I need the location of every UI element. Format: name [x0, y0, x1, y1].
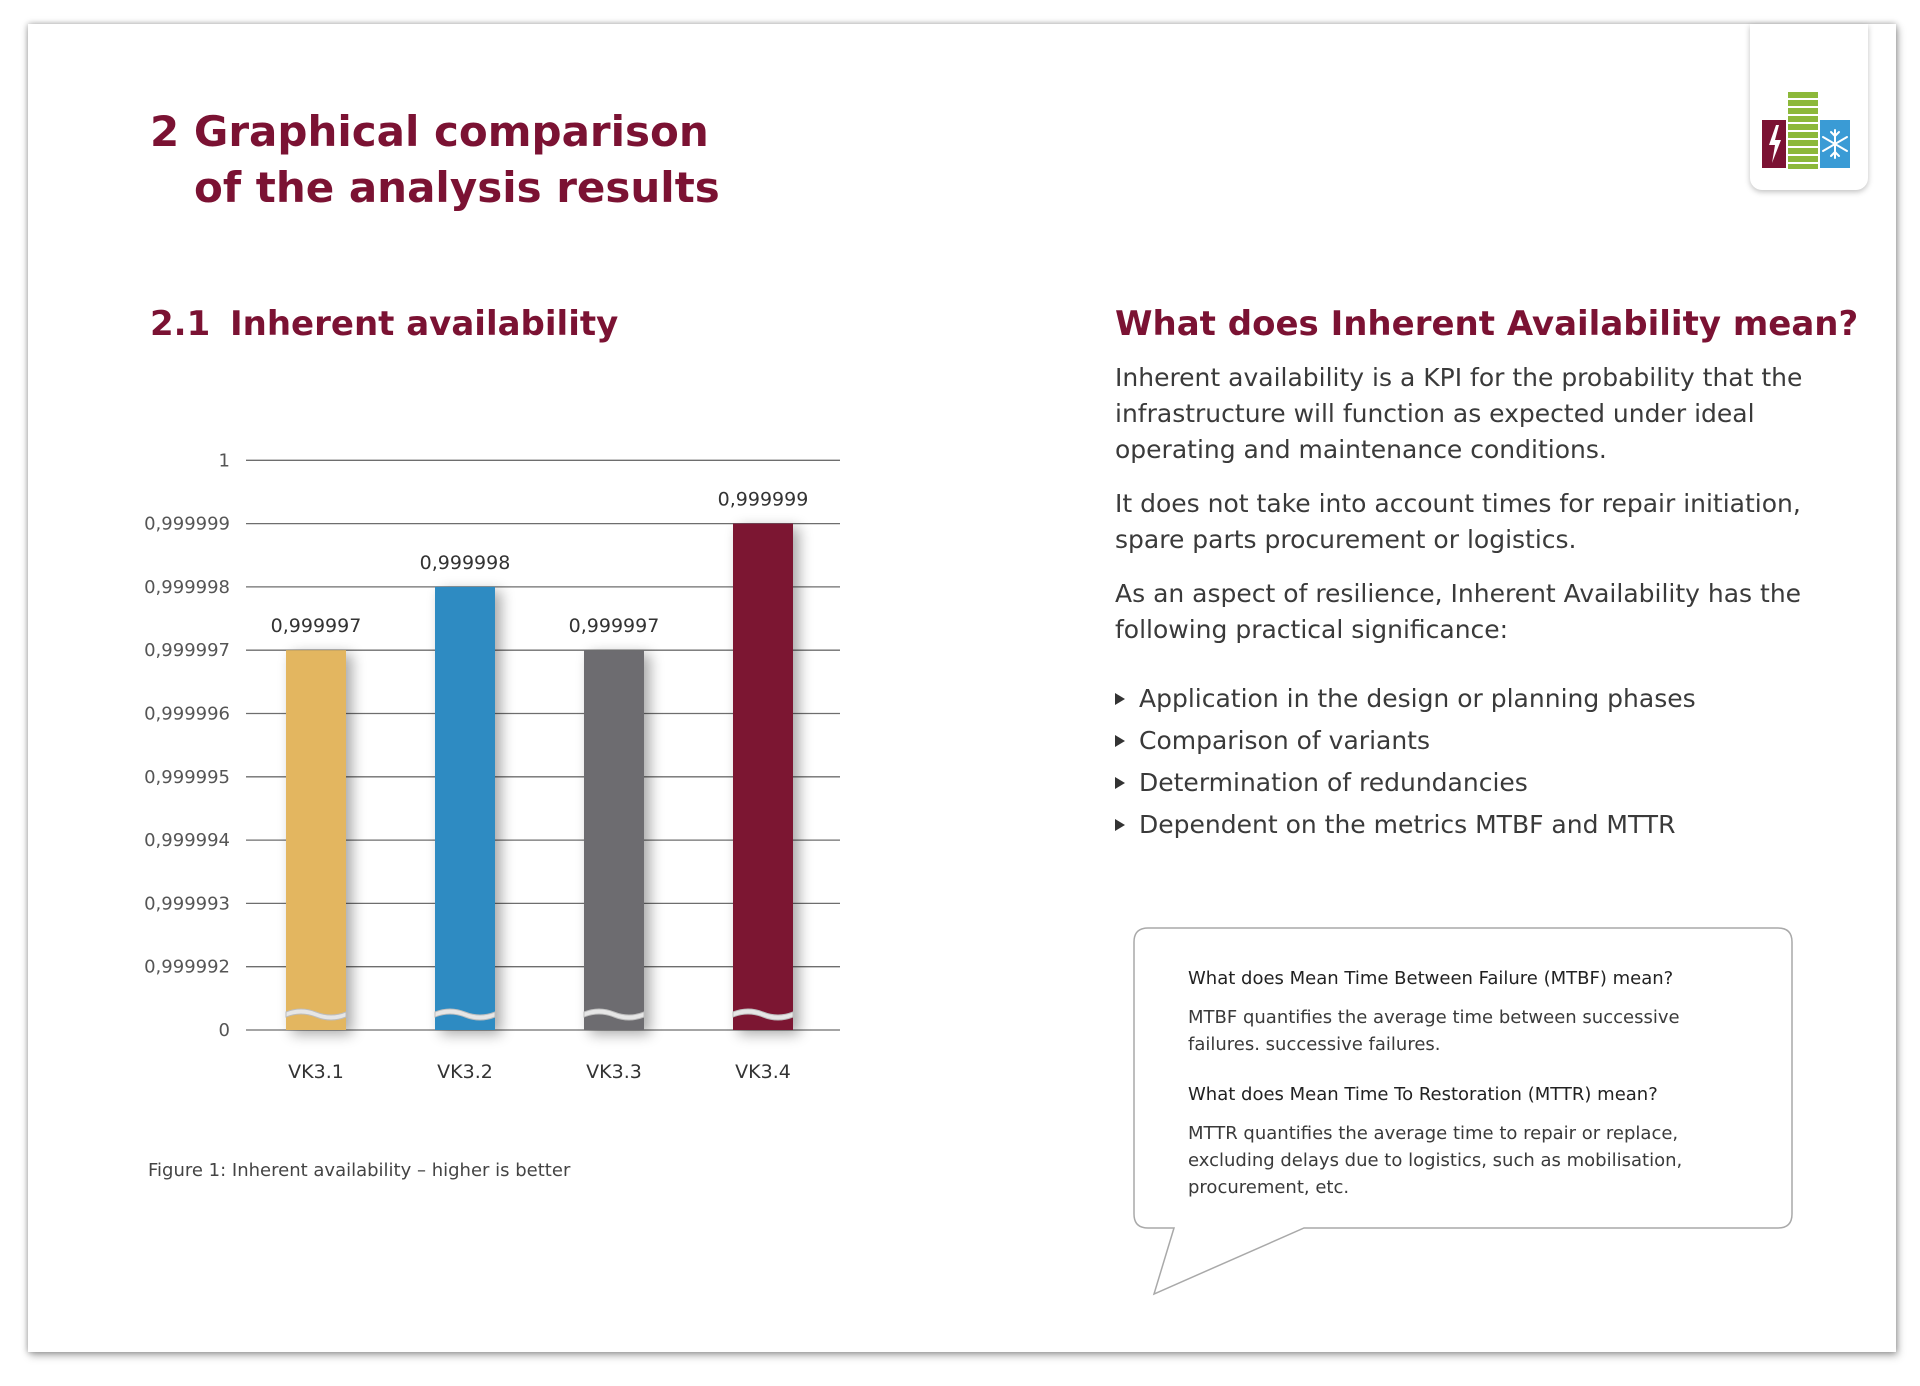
bar — [733, 523, 793, 1030]
page-title-line1: 2 Graphical comparison — [150, 107, 709, 156]
x-tick-label: VK3.2 — [437, 1061, 493, 1083]
page-title: 2 Graphical comparison of the analysis r… — [150, 104, 720, 216]
availability-logo-icon — [1762, 92, 1850, 169]
list-item: Dependent on the metrics MTBF and MTTR — [1115, 804, 1696, 846]
explanation-heading: What does Inherent Availability mean? — [1115, 304, 1859, 344]
list-item-text: Application in the design or planning ph… — [1139, 684, 1696, 713]
axis-break-mark — [434, 1008, 496, 1021]
data-label: 0,999997 — [271, 615, 362, 637]
data-label: 0,999999 — [718, 489, 809, 511]
bar — [435, 586, 495, 1030]
mtbf-question: What does Mean Time Between Failure (MTB… — [1188, 968, 1674, 989]
x-tick-label: VK3.3 — [586, 1061, 642, 1083]
mttr-question: What does Mean Time To Restoration (MTTR… — [1188, 1084, 1658, 1105]
y-tick-label: 0,999993 — [144, 893, 230, 914]
list-item-text: Determination of redundancies — [1139, 768, 1528, 797]
axis-break-mark — [583, 1008, 645, 1021]
bar — [584, 650, 644, 1030]
y-tick-label: 0,999997 — [144, 640, 230, 661]
x-tick-label: VK3.4 — [735, 1061, 791, 1083]
list-item-text: Comparison of variants — [1139, 726, 1431, 755]
bullet-arrow-icon — [1115, 777, 1125, 789]
section-number: 2.1 — [150, 304, 211, 344]
bar — [286, 650, 346, 1030]
y-tick-label: 0,999998 — [144, 577, 230, 598]
axis-break-mark — [285, 1008, 347, 1021]
y-tick-label: 1 — [219, 450, 230, 471]
page-title-line2: of the analysis results — [194, 163, 720, 212]
list-item: Determination of redundancies — [1115, 762, 1696, 804]
y-tick-label: 0,999999 — [144, 514, 230, 535]
significance-list: Application in the design or planning ph… — [1115, 678, 1696, 846]
y-tick-label: 0,999996 — [144, 704, 230, 725]
list-item-text: Dependent on the metrics MTBF and MTTR — [1139, 810, 1676, 839]
figure-caption: Figure 1: Inherent availability – higher… — [148, 1160, 571, 1181]
data-label: 0,999998 — [420, 552, 511, 574]
mttr-answer: MTTR quantifies the average time to repa… — [1188, 1123, 1683, 1198]
bullet-arrow-icon — [1115, 819, 1125, 831]
y-tick-label: 0,999995 — [144, 767, 230, 788]
logo-tab — [1750, 24, 1868, 190]
y-tick-label: 0,999992 — [144, 957, 230, 978]
bullet-arrow-icon — [1115, 735, 1125, 747]
axis-break-mark — [732, 1008, 794, 1021]
explanation-paragraph-1: Inherent availability is a KPI for the p… — [1115, 363, 1803, 464]
bullet-arrow-icon — [1115, 693, 1125, 705]
x-tick-label: VK3.1 — [288, 1061, 344, 1083]
y-tick-label: 0 — [219, 1020, 230, 1041]
explanation-paragraph-3: As an aspect of resilience, Inherent Ava… — [1115, 579, 1802, 644]
explanation-paragraph-2: It does not take into account times for … — [1115, 489, 1801, 554]
mtbf-answer: MTBF quantifies the average time between… — [1188, 1007, 1680, 1055]
list-item: Comparison of variants — [1115, 720, 1696, 762]
section-title: Inherent availability — [230, 304, 619, 344]
availability-bar-chart: 0 0,999992 0,999993 0,999994 0,999995 0,99999… — [144, 450, 840, 1083]
section-heading: 2.1 Inherent availability — [150, 304, 618, 344]
document-page: 2 Graphical comparison of the analysis r… — [28, 24, 1896, 1352]
data-label: 0,999997 — [569, 615, 660, 637]
speech-bubble-outline — [1133, 927, 1793, 1296]
y-tick-label: 0,999994 — [144, 830, 230, 851]
list-item: Application in the design or planning ph… — [1115, 678, 1696, 720]
